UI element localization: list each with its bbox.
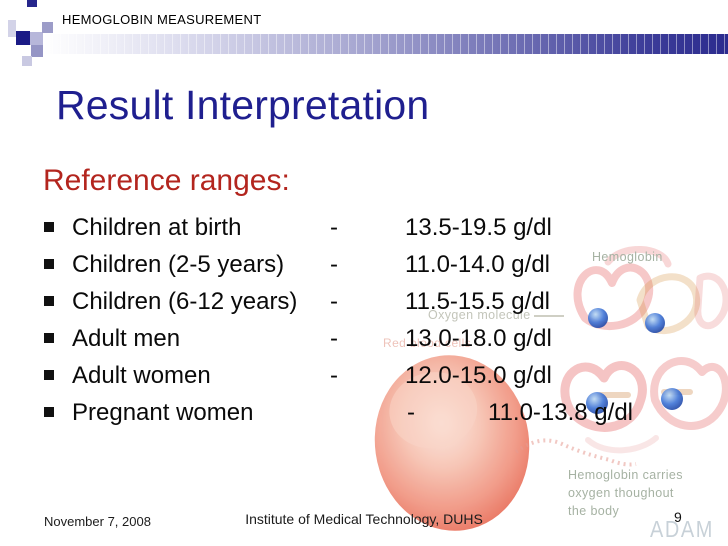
decorative-square bbox=[22, 56, 32, 66]
decorative-square bbox=[30, 32, 43, 45]
adam-watermark-icon: ADAM bbox=[650, 518, 714, 544]
range-dash: - bbox=[330, 362, 338, 389]
list-item: Pregnant women - 11.0-13.8 g/dl bbox=[44, 399, 633, 436]
range-value: 11.0-13.8 g/dl bbox=[488, 399, 633, 426]
range-dash: - bbox=[330, 214, 338, 241]
oxygen-molecule-label: Oxygen molecule bbox=[428, 308, 531, 322]
illustration-caption: Hemoglobin carries oxygen thoughout the … bbox=[568, 466, 683, 520]
range-value: 12.0-15.0 g/dl bbox=[405, 362, 552, 389]
caption-line: oxygen thoughout bbox=[568, 486, 674, 500]
range-label: Adult women bbox=[72, 362, 211, 389]
footer-institute: Institute of Medical Technology, DUHS bbox=[245, 511, 483, 527]
bullet-square-icon bbox=[44, 251, 72, 269]
range-label: Children (6-12 years) bbox=[72, 288, 298, 315]
range-value: 11.0-14.0 g/dl bbox=[405, 251, 550, 278]
page-number: 9 bbox=[674, 509, 682, 525]
range-label: Children at birth bbox=[72, 214, 242, 241]
range-label: Adult men bbox=[72, 325, 181, 352]
caption-line: the body bbox=[568, 504, 620, 518]
range-dash: - bbox=[407, 399, 415, 426]
list-item: Adult women - 12.0-15.0 g/dl bbox=[44, 362, 633, 399]
range-value: 11.5-15.5 g/dl bbox=[405, 288, 550, 315]
range-dash: - bbox=[330, 325, 338, 352]
decorative-square bbox=[8, 20, 16, 37]
range-label: Pregnant women bbox=[72, 399, 254, 426]
header-gradient-bar bbox=[44, 34, 728, 54]
decorative-square bbox=[27, 0, 37, 7]
red-blood-cells-label: Red blood cells bbox=[383, 336, 472, 350]
page-title: Result Interpretation bbox=[56, 82, 430, 128]
list-item: Children (2-5 years) - 11.0-14.0 g/dl bbox=[44, 251, 633, 288]
pointer-line bbox=[534, 315, 564, 317]
list-item: Children at birth - 13.5-19.5 g/dl bbox=[44, 214, 633, 251]
reference-range-list: Children at birth - 13.5-19.5 g/dl Child… bbox=[44, 214, 633, 436]
caption-line: Hemoglobin carries bbox=[568, 468, 683, 482]
decorative-square bbox=[31, 45, 43, 57]
range-dash: - bbox=[330, 251, 338, 278]
footer-date: November 7, 2008 bbox=[44, 514, 151, 529]
range-value: 13.0-18.0 g/dl bbox=[405, 325, 552, 352]
list-item: Children (6-12 years) - 11.5-15.5 g/dl bbox=[44, 288, 633, 325]
section-heading: Reference ranges: bbox=[43, 164, 290, 197]
bullet-square-icon bbox=[44, 362, 72, 380]
bullet-square-icon bbox=[44, 399, 72, 417]
range-value: 13.5-19.5 g/dl bbox=[405, 214, 552, 241]
range-label: Children (2-5 years) bbox=[72, 251, 285, 278]
bullet-square-icon bbox=[44, 288, 72, 306]
header-title: HEMOGLOBIN MEASUREMENT bbox=[62, 12, 262, 27]
list-item: Adult men - 13.0-18.0 g/dl bbox=[44, 325, 633, 362]
bullet-square-icon bbox=[44, 325, 72, 343]
range-dash: - bbox=[330, 288, 338, 315]
bullet-square-icon bbox=[44, 214, 72, 232]
hemoglobin-label: Hemoglobin bbox=[592, 250, 663, 264]
decorative-square bbox=[16, 31, 30, 45]
decorative-square bbox=[42, 22, 53, 33]
